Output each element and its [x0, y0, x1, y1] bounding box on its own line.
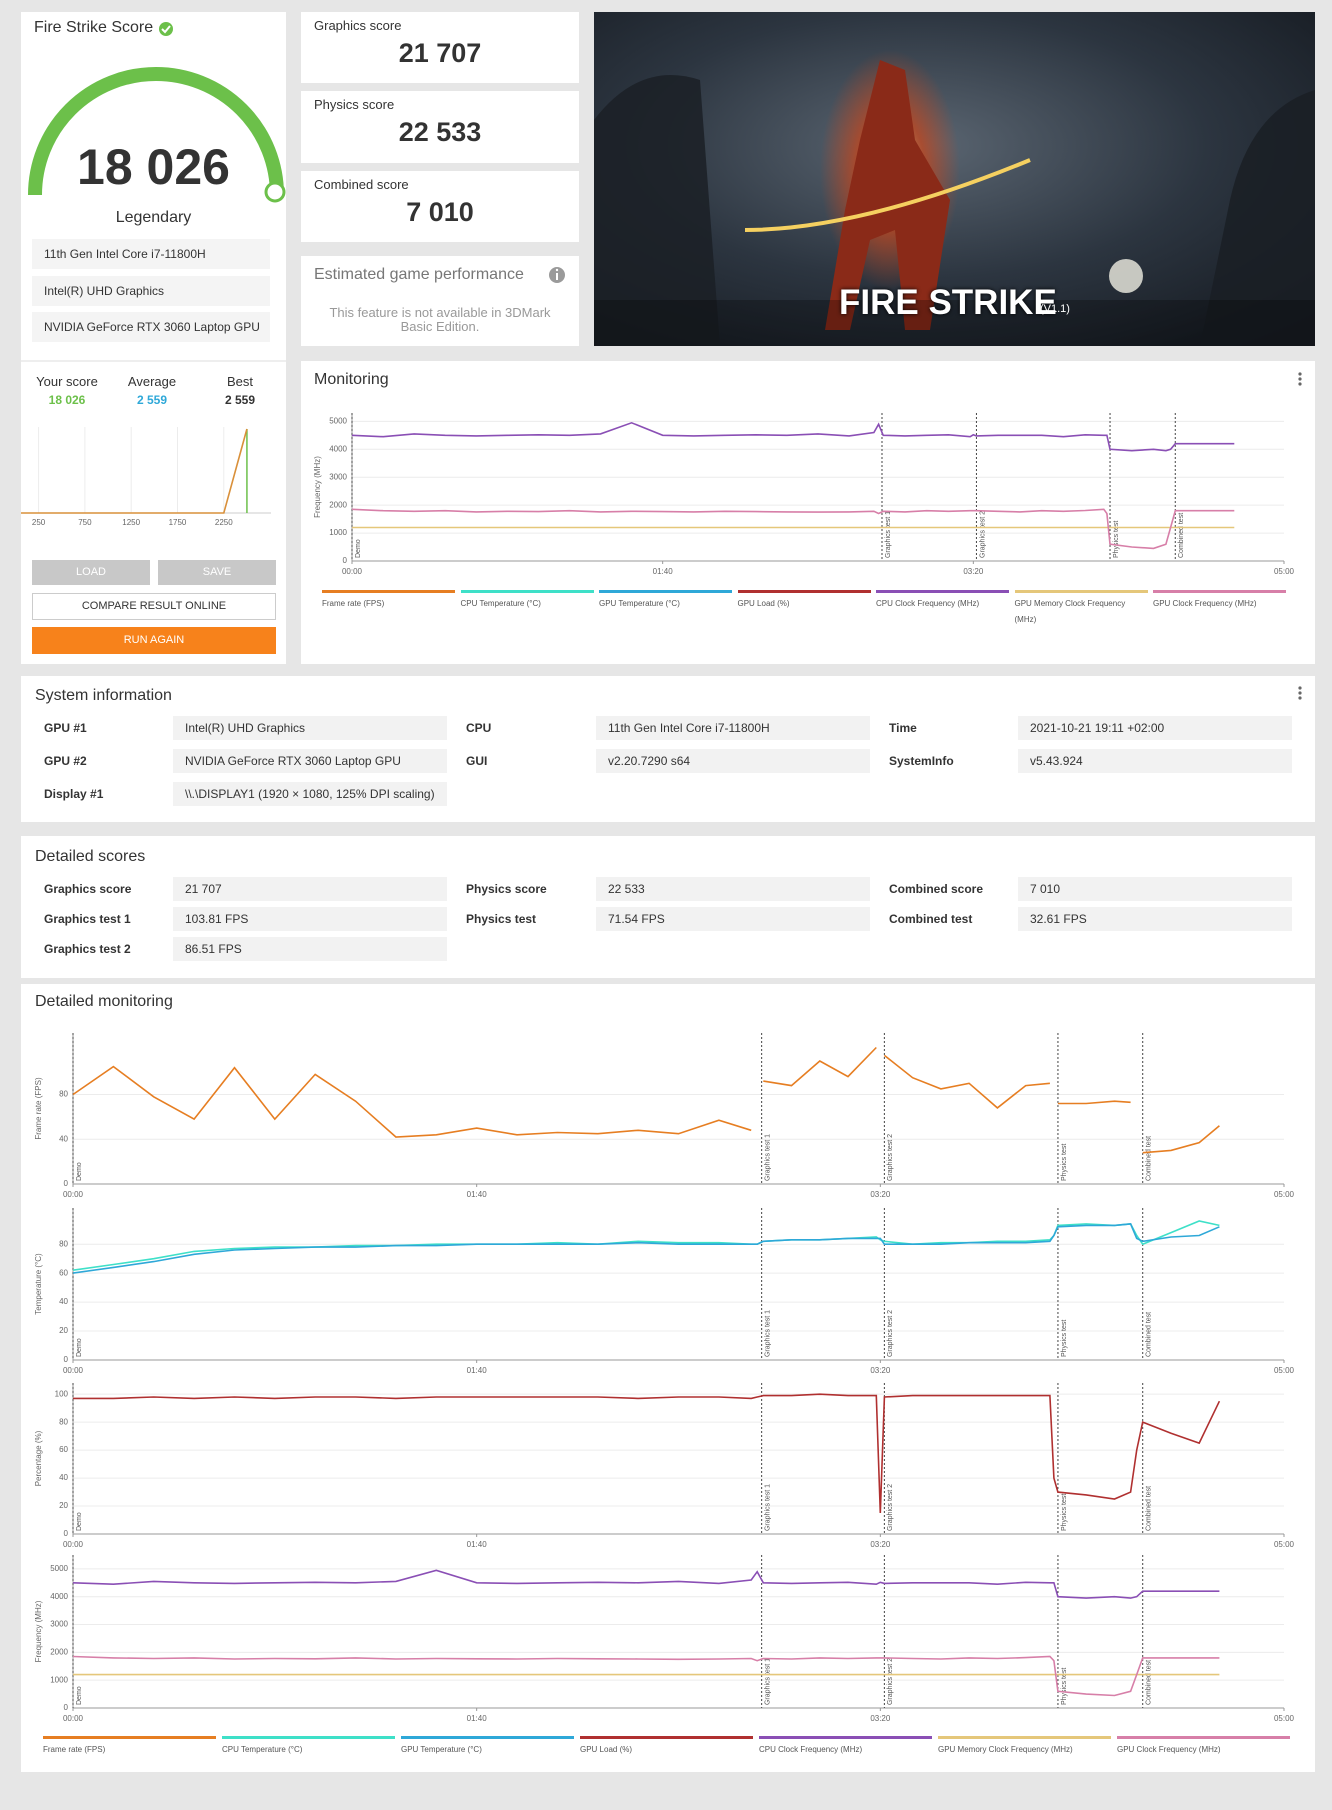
- score-label: Combined score: [314, 177, 409, 192]
- info-label: CPU: [466, 721, 492, 735]
- hardware-row: 11th Gen Intel Core i7-11800H: [32, 239, 270, 269]
- legend-label: CPU Temperature (°C): [222, 1745, 303, 1754]
- legend-swatch: [938, 1736, 1111, 1739]
- hardware-row: NVIDIA GeForce RTX 3060 Laptop GPU: [32, 312, 270, 342]
- legend-label: GPU Temperature (°C): [599, 599, 680, 608]
- info-value: 2021-10-21 19:11 +02:00: [1018, 716, 1292, 740]
- run-again-button[interactable]: RUN AGAIN: [32, 627, 276, 654]
- legend-swatch: [1153, 590, 1286, 593]
- detailed-monitoring-card: [21, 984, 1315, 1772]
- legend-swatch: [222, 1736, 395, 1739]
- info-label: Physics test: [466, 912, 537, 926]
- game-performance-title: Estimated game performance: [314, 266, 524, 283]
- section-title: System information: [35, 687, 172, 704]
- legend-label: GPU Load (%): [580, 1745, 633, 1754]
- info-value: v5.43.924: [1018, 749, 1292, 773]
- legend-label: Frame rate (FPS): [43, 1745, 106, 1754]
- legend-label: GPU Memory Clock Frequency (MHz): [1014, 599, 1126, 624]
- hardware-row: Intel(R) UHD Graphics: [32, 275, 270, 306]
- info-label: Physics score: [466, 882, 547, 896]
- info-label: GPU #2: [44, 754, 87, 768]
- game-performance-message: This feature is not available in 3DMark …: [329, 305, 551, 334]
- info-label: Graphics score: [44, 882, 132, 896]
- game-performance-card: [301, 256, 579, 346]
- info-value: 103.81 FPS: [173, 907, 447, 931]
- rating: Legendary: [115, 209, 192, 226]
- legend-label: GPU Clock Frequency (MHz): [1153, 599, 1257, 608]
- info-label: Graphics test 2: [44, 942, 131, 956]
- legend-swatch: [737, 590, 871, 593]
- info-value: 32.61 FPS: [1018, 907, 1292, 931]
- info-value: 21 707: [173, 877, 447, 901]
- legend-label: GPU Load (%): [737, 599, 790, 608]
- info-label: Display #1: [44, 787, 104, 801]
- score-label: Graphics score: [314, 18, 402, 33]
- info-label: Combined score: [889, 882, 984, 896]
- info-label: Graphics test 1: [44, 912, 131, 926]
- info-value: 11th Gen Intel Core i7-11800H: [596, 716, 870, 740]
- info-value: Intel(R) UHD Graphics: [173, 716, 447, 740]
- score: 18 026: [77, 139, 230, 195]
- info-value: 71.54 FPS: [596, 907, 870, 931]
- info-value: 22 533: [596, 877, 870, 901]
- legend-label: Frame rate (FPS): [322, 599, 385, 608]
- banner-title: FIRE STRIKE: [839, 283, 1057, 322]
- info-value: 7 010: [1018, 877, 1292, 901]
- legend-swatch: [876, 590, 1009, 593]
- info-value: 86.51 FPS: [173, 937, 447, 961]
- banner-version: (V1.1): [1040, 303, 1070, 315]
- legend-swatch: [759, 1736, 932, 1739]
- info-label: GUI: [466, 754, 488, 768]
- comparison-label: Your score: [36, 374, 98, 389]
- legend-swatch: [460, 590, 594, 593]
- info-value: \\.\DISPLAY1 (1920 × 1080, 125% DPI scal…: [173, 782, 447, 806]
- chart-title: Monitoring: [314, 371, 389, 388]
- monitoring-card: [301, 361, 1315, 664]
- score-box: [301, 91, 579, 163]
- section-title: Detailed scores: [35, 848, 146, 865]
- legend-swatch: [580, 1736, 753, 1739]
- comparison-label: Best: [226, 374, 253, 389]
- comparison-value: 2 559: [136, 393, 168, 407]
- legend-swatch: [322, 590, 455, 593]
- score-label: Physics score: [314, 97, 395, 112]
- info-label: Time: [889, 721, 917, 735]
- score-value: 22 533: [398, 117, 482, 147]
- load-button[interactable]: LOAD: [32, 560, 150, 585]
- card-title: Fire Strike Score: [34, 19, 154, 36]
- legend-swatch: [401, 1736, 574, 1739]
- legend-swatch: [1117, 1736, 1290, 1739]
- comparison-value: 18 026: [48, 393, 86, 407]
- legend-label: GPU Memory Clock Frequency (MHz): [938, 1745, 1073, 1754]
- score-value: 21 707: [398, 38, 482, 68]
- info-value: v2.20.7290 s64: [596, 749, 870, 773]
- info-label: Combined test: [889, 912, 973, 926]
- comparison-value: 2 559: [224, 393, 256, 407]
- legend-swatch: [1014, 590, 1148, 593]
- info-label: GPU #1: [44, 721, 87, 735]
- legend-label: CPU Clock Frequency (MHz): [876, 599, 980, 608]
- legend-label: CPU Clock Frequency (MHz): [759, 1745, 863, 1754]
- comparison-label: Average: [127, 374, 177, 389]
- legend-swatch: [599, 590, 732, 593]
- legend-label: CPU Temperature (°C): [460, 599, 541, 608]
- legend-label: GPU Clock Frequency (MHz): [1117, 1745, 1221, 1754]
- info-value: NVIDIA GeForce RTX 3060 Laptop GPU: [173, 749, 447, 773]
- score-box: [301, 12, 579, 83]
- score-box: [301, 171, 579, 242]
- score-value: 7 010: [406, 197, 474, 227]
- compare-button[interactable]: COMPARE RESULT ONLINE: [32, 593, 276, 620]
- info-label: SystemInfo: [889, 754, 954, 768]
- legend-label: GPU Temperature (°C): [401, 1745, 482, 1754]
- save-button[interactable]: SAVE: [158, 560, 276, 585]
- chart-title: Detailed monitoring: [35, 993, 173, 1010]
- legend-swatch: [43, 1736, 216, 1739]
